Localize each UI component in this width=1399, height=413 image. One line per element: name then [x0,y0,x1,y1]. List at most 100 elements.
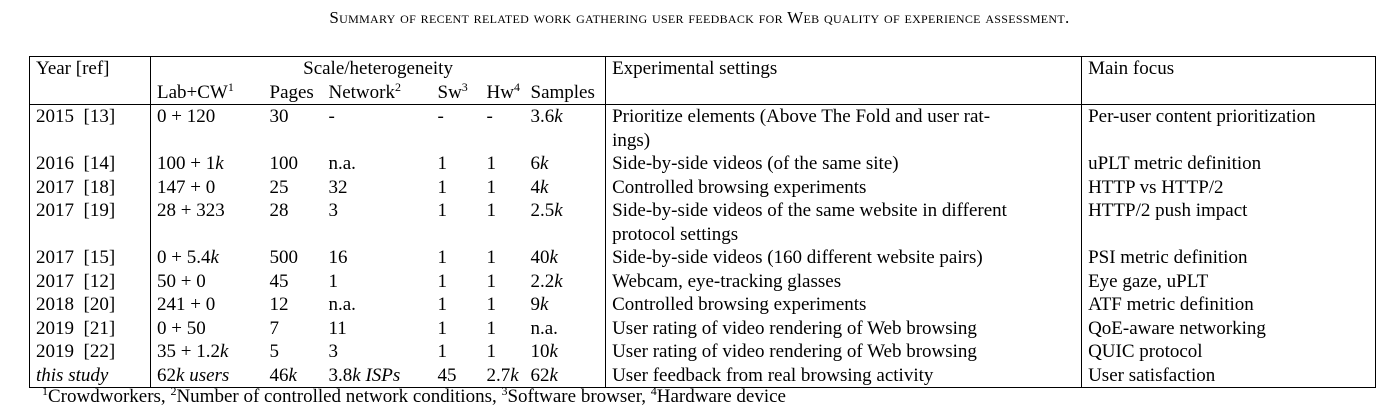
cell-year-ref: 2019 [21] [29,316,151,340]
cell-hw: - [486,106,493,127]
table-row: 2017 [18] 147 + 0 25 32 1 1 4k Controlled brows… [29,175,1377,199]
header-hw-text: Hw [486,81,514,103]
header-lab: Lab+CW1 [151,81,264,105]
cell-settings: Controlled browsing experiments [605,175,1083,199]
cell-sw: 1 [437,294,448,315]
table-footnote: 1Crowdworkers, 2Number of controlled net… [42,384,786,408]
header-samples: Samples [524,80,607,105]
cell-focus: User satisfaction [1081,363,1377,388]
cell-hw: 1 [486,317,497,339]
header-sw-sup: 3 [461,79,468,94]
header-experimental: Experimental settings [605,56,1083,81]
cell-settings: Webcam, eye-tracking glasses [605,269,1083,293]
table-caption: Summary of recent related work gathering… [329,8,1070,27]
cell-settings-line-1: Side-by-side videos (of the same site) [612,153,899,174]
header-row-1: Year [ref] Scale/heterogeneity Experimen… [29,56,1377,81]
table-row: 2016 [14] 100 + 1k 100 n.a. 1 1 6k Side-by-side… [29,152,1377,176]
cell-lab: 62k users [157,364,230,386]
cell-network: 16 [328,247,348,268]
cell-year-ref: this study [29,363,151,388]
cell-sw: 1 [437,176,448,198]
cell-lab: 241 + 0 [157,294,216,315]
cell-lab: 0 + 50 [157,317,206,339]
footnote-text-1: Crowdworkers, [48,386,171,407]
cell-pages: 28 [269,200,289,221]
related-work-table: Year [ref] Scale/heterogeneity Experimen… [29,56,1377,388]
footnote-sup-3: 3 [501,384,508,398]
cell-settings-line-1: Controlled browsing experiments [612,294,867,315]
cell-settings-line-1: Controlled browsing experiments [612,176,867,198]
header-network: Network2 [323,81,432,105]
table-row: 2017 [19] 28 + 323 28 3 1 1 2.5k Side-by-side v… [29,199,1377,246]
cell-sw: 1 [437,247,448,268]
cell-lab: 28 + 323 [157,200,225,221]
cell-lab: 35 + 1.2k [157,341,229,362]
cell-lab: 0 + 120 [157,106,216,127]
cell-pages: 500 [269,247,299,268]
table-body: Year [ref] Scale/heterogeneity Experimen… [29,56,1377,388]
table-row: 2019 [21] 0 + 50 7 11 1 1 n.a. User rating of v… [29,316,1377,340]
footnote-sup-1: 1 [42,384,48,398]
cell-year-ref: 2017 [19] [29,199,151,246]
cell-sw: 1 [437,153,448,174]
cell-hw: 1 [486,153,497,174]
cell-ref: [13] [83,106,116,127]
cell-pages: 45 [269,270,289,292]
cell-focus: HTTP vs HTTP/2 [1081,175,1377,199]
cell-samples: 4k [524,175,607,199]
header-pages: Pages [269,81,314,103]
cell-sw: 1 [437,341,448,362]
cell-samples: 6k [524,152,607,176]
cell-network: 3 [328,341,339,362]
cell-samples: 3.6k [524,104,607,152]
cell-samples: 62k [524,363,607,388]
header-hw-sup: 4 [513,79,520,94]
cell-year: 2017 [36,270,74,292]
table-row: 2018 [20] 241 + 0 12 n.a. 1 1 9k Controlled bro… [29,293,1377,317]
cell-sw: 1 [437,270,448,292]
cell-year: 2015 [36,106,74,127]
cell-hw: 1 [486,176,497,198]
cell-year: 2017 [36,200,74,221]
cell-settings-line-1: User rating of video rendering of Web br… [612,317,977,339]
cell-settings-line-1: Webcam, eye-tracking glasses [612,270,842,292]
cell-year: 2017 [36,176,74,198]
table-row: 2017 [12] 50 + 0 45 1 1 1 2.2k Webcam, eye-trac… [29,269,1377,293]
footnote-text-2: Number of controlled network conditions, [176,386,502,407]
cell-year-ref: 2017 [15] [29,246,151,270]
footnote-text-3: Software browser, [507,386,651,407]
header-experimental-empty [605,80,1083,105]
header-lab-sup: 1 [227,79,234,94]
cell-ref: [12] [83,270,116,292]
cell-samples: 2.5k [524,199,607,246]
table-row: 2019 [22] 35 + 1.2k 5 3 1 1 10k User rating of … [29,340,1377,364]
footnote-sup-2: 2 [170,384,177,398]
cell-ref: [22] [83,341,116,362]
table-row: 2015 [13] 0 + 120 30 - - - 3.6k Prioritize elem… [29,104,1377,152]
cell-pages: 100 [269,153,299,174]
cell-focus: PSI metric definition [1081,246,1377,270]
cell-network: 32 [328,176,348,198]
cell-network: 3 [328,200,339,221]
cell-lab: 100 + 1k [157,153,224,174]
cell-ref: [19] [83,200,116,221]
cell-network: 11 [328,317,347,339]
cell-network: 1 [328,270,339,292]
cell-year-ref: 2019 [22] [29,340,151,364]
cell-pages: 7 [269,317,280,339]
footnote-sup-4: 4 [650,384,657,398]
cell-lab: 50 + 0 [157,270,206,292]
cell-year-ref: 2017 [12] [29,269,151,293]
header-network-sup: 2 [394,79,401,94]
cell-year-ref: 2015 [13] [29,104,151,152]
cell-samples: n.a. [524,316,607,340]
header-year-empty [29,80,151,105]
cell-sw: - [437,106,444,127]
cell-settings: Controlled browsing experiments [605,293,1083,317]
cell-network: n.a. [328,294,356,315]
cell-settings-line-2: protocol settings [612,223,739,245]
cell-focus: QoE-aware networking [1081,316,1377,340]
cell-hw: 1 [486,200,497,221]
cell-network: n.a. [328,153,356,174]
cell-ref: [21] [83,317,116,339]
